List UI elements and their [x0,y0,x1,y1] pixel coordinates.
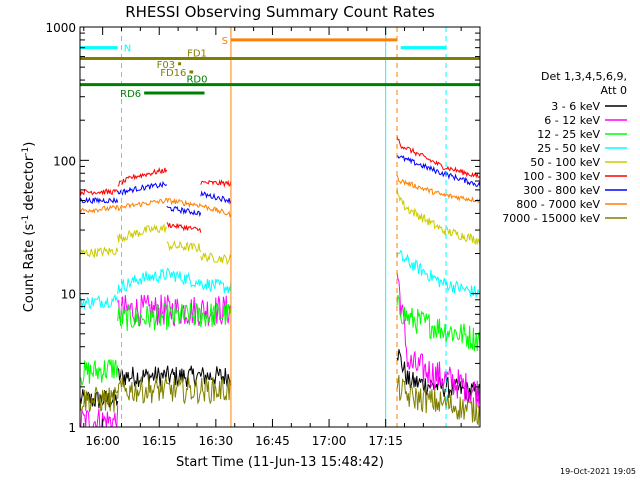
series-5-segment-3 [200,178,232,188]
vertical-lines-layer [79,27,447,427]
x-axis: 16:00 16:15 16:30 16:45 17:00 17:15 [83,27,462,448]
series-1-segment-2 [396,271,481,409]
y-tick-label-1: 10 [61,288,76,302]
legend-entry: 12 - 25 keV [537,128,627,141]
y-axis-label-end: ) [22,142,37,147]
series-1-segment-1 [117,294,232,327]
legend-label-3: 25 - 50 keV [537,142,600,155]
series-6-segment-2 [166,205,202,218]
series-4 [79,187,481,266]
legend-entry: 3 - 6 keV [551,100,627,113]
interval-label-3: FD1 [187,49,207,60]
x-tick-label-2: 16:30 [199,434,234,448]
series-8 [79,375,481,427]
series-5-segment-1 [117,167,168,187]
legend-label-2: 12 - 25 keV [537,128,600,141]
series-4-segment-2 [166,239,202,253]
x-axis-label: Start Time (11-Jun-13 15:48:42) [176,455,384,470]
legend-label-8: 7000 - 15000 keV [502,212,600,225]
series-5-segment-2 [166,222,202,233]
footer-timestamp: 19-Oct-2021 19:05 [560,467,636,476]
y-axis-label: Count Rate (s-1 detector-1) [21,142,37,313]
series-1 [80,271,481,428]
legend-header-0: Det 1,3,4,5,6,9, [541,70,627,83]
series-layer [79,135,481,428]
y-tick-label-2: 100 [53,154,76,168]
x-tick-label-3: 16:45 [255,434,290,448]
legend-label-0: 3 - 6 keV [551,100,600,113]
series-3 [79,249,481,310]
legend-header-1: Att 0 [601,84,627,97]
legend-entry: 7000 - 15000 keV [502,212,627,225]
series-3-segment-0 [79,293,119,310]
legend-entry: 300 - 800 keV [523,184,627,197]
y-tick-label-3: 1000 [45,21,76,35]
series-6-segment-4 [396,155,481,187]
y-axis-label-sup2: -1 [21,147,31,156]
legend-entry: 6 - 12 keV [544,114,627,127]
series-8-segment-0 [79,386,119,413]
series-6-segment-1 [117,180,168,196]
y-tick-label-0: 1 [68,421,76,435]
legend-label-4: 50 - 100 keV [530,156,600,169]
series-0-segment-1 [117,365,232,387]
y-axis-label-sup1: -1 [21,215,31,224]
interval-label-4: F03 [157,60,175,71]
series-2-segment-2 [396,294,481,352]
series-7 [79,174,481,218]
plot-frame [79,26,481,428]
series-4-segment-3 [200,252,232,266]
series-8-segment-1 [117,376,232,405]
x-tick-label-5: 17:15 [368,434,403,448]
interval-label-6: RD0 [186,75,207,86]
legend-label-5: 100 - 300 keV [523,170,600,183]
legend-label-6: 300 - 800 keV [523,184,600,197]
series-7-segment-1 [396,174,481,204]
chart-title: RHESSI Observing Summary Count Rates [125,3,435,21]
legend-label-7: 800 - 7000 keV [516,198,600,211]
series-4-segment-4 [396,187,481,246]
series-6 [79,155,481,218]
interval-label-5: FD16 [160,68,186,79]
series-7-segment-0 [79,197,232,218]
series-8-segment-2 [396,375,481,427]
series-3-segment-2 [396,249,481,299]
series-4-segment-0 [79,246,119,259]
series-2 [79,294,481,387]
legend-entry: 50 - 100 keV [530,156,627,169]
series-3-segment-1 [117,267,232,294]
series-2-segment-1 [117,302,232,332]
interval-label-7: RD6 [120,89,141,100]
series-5-segment-0 [79,188,119,197]
series-6-segment-0 [79,196,119,205]
x-tick-label-1: 16:15 [142,434,177,448]
legend-label-1: 6 - 12 keV [544,114,600,127]
legend-entry: 800 - 7000 keV [516,198,627,211]
interval-label-2: S [222,36,228,47]
series-5-segment-4 [396,135,481,179]
y-axis-label-main: Count Rate (s [22,224,37,313]
series-4-segment-1 [117,223,168,243]
interval-label-0: N [124,44,131,55]
y-axis-label-mid: detector [22,155,37,215]
x-tick-label-4: 17:00 [312,434,347,448]
series-2-segment-0 [79,358,119,387]
legend-entry: 100 - 300 keV [523,170,627,183]
series-5 [79,135,481,233]
y-axis: 1 10 100 1000 [45,21,480,435]
legend-entry: 25 - 50 keV [537,142,627,155]
x-tick-label-0: 16:00 [85,434,120,448]
series-6-segment-3 [200,190,232,205]
